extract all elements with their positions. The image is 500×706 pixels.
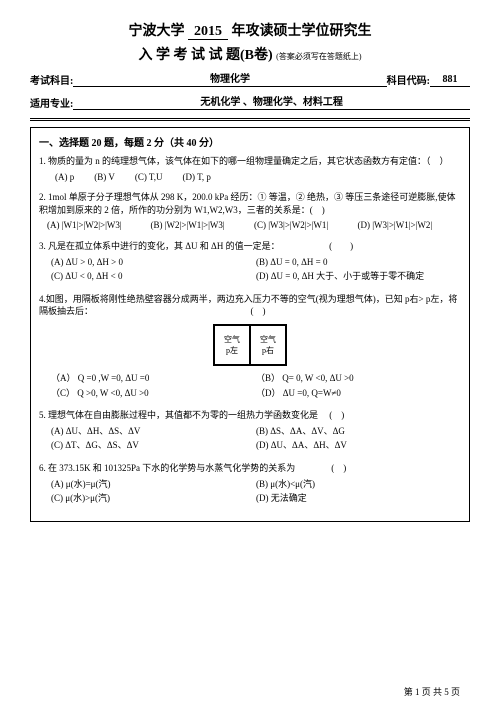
exam-header: 宁波大学 2015 年攻读硕士学位研究生 入 学 考 试 试 题(B卷) (答案… [30, 20, 470, 64]
q1-opt-c: (C) T,U [135, 171, 163, 184]
q1-opt-b: (B) V [94, 171, 115, 184]
q4-diagram: 空气 p左 空气 p右 [39, 324, 461, 366]
question-3: 3. 凡是在孤立体系中进行的变化，其 ΔU 和 ΔH 的值一定是： ( ) (A… [39, 240, 461, 285]
title-line-1: 宁波大学 2015 年攻读硕士学位研究生 [30, 20, 470, 40]
exam-year: 2015 [188, 24, 228, 40]
q3-opt-c: (C) ΔU < 0, ΔH < 0 [51, 270, 256, 283]
subject-label: 考试科目: [30, 72, 73, 87]
section-title: 一、选择题 20 题，每题 2 分（共 40 分） [39, 134, 461, 149]
q3-opt-d: (D) ΔU = 0, ΔH 大于、小于或等于零不确定 [256, 270, 461, 283]
q5-opt-d: (D) ΔU、ΔA、ΔH、ΔV [256, 439, 461, 452]
q3-options: (A) ΔU > 0, ΔH > 0 (B) ΔU = 0, ΔH = 0 (C… [39, 256, 461, 285]
question-4: 4.如图，用隔板将刚性绝热壁容器分成两半，两边充入压力不等的空气(视为理想气体)… [39, 293, 461, 401]
q4-opt-a: （A） Q =0 ,W =0, ΔU =0 [51, 372, 256, 385]
q6-opt-b: (B) μ(水)<μ(汽) [256, 478, 461, 491]
q6-opt-a: (A) μ(水)=μ(汽) [51, 478, 256, 491]
university-name: 宁波大学 [129, 24, 185, 39]
title-suffix: 年攻读硕士学位研究生 [232, 24, 372, 39]
subject-value: 物理化学 [73, 70, 386, 87]
q1-opt-d: (D) T, p [183, 171, 211, 184]
q6-options: (A) μ(水)=μ(汽) (B) μ(水)<μ(汽) (C) μ(水)>μ(汽… [39, 478, 461, 507]
q6-opt-d: (D) 无法确定 [256, 492, 461, 505]
left-gas-label: 空气 [224, 334, 240, 345]
divider [30, 118, 470, 121]
q3-text: 3. 凡是在孤立体系中进行的变化，其 ΔU 和 ΔH 的值一定是： ( ) [39, 240, 461, 253]
q5-opt-a: (A) ΔU、ΔH、ΔS、ΔV [51, 425, 256, 438]
q2-opt-d: (D) |W3|>|W1|>|W2| [358, 219, 462, 232]
q2-opt-b: (B) |W2|>|W1|>|W3| [151, 219, 255, 232]
q1-options: (A) p (B) V (C) T,U (D) T, p [39, 171, 461, 184]
q5-text: 5. 理想气体在自由膨胀过程中，其值都不为零的一组热力学函数变化是 ( ) [39, 409, 461, 422]
title-line-2: 入 学 考 试 试 题(B卷) (答案必须写在答题纸上) [30, 44, 470, 64]
q2-options: (A) |W1|>|W2|>|W3| (B) |W2|>|W1|>|W3| (C… [39, 219, 461, 232]
left-cell: 空气 p左 [215, 326, 249, 364]
question-1: 1. 物质的量为 n 的纯理想气体，该气体在如下的哪一组物理量确定之后，其它状态… [39, 155, 461, 183]
content-box: 一、选择题 20 题，每题 2 分（共 40 分） 1. 物质的量为 n 的纯理… [30, 127, 470, 522]
major-row: 适用专业: 无机化学 、物理化学、材料工程 [30, 93, 470, 110]
subject-row: 考试科目: 物理化学 科目代码: 881 [30, 70, 470, 87]
left-pressure-label: p左 [226, 345, 238, 356]
code-label: 科目代码: [387, 72, 430, 87]
q5-opt-c: (C) ΔT、ΔG、ΔS、ΔV [51, 439, 256, 452]
q6-text: 6. 在 373.15K 和 101325Pa 下水的化学势与水蒸气化学势的关系… [39, 462, 461, 475]
q4-opt-b: （B） Q= 0, W <0, ΔU >0 [256, 372, 461, 385]
q2-opt-a: (A) |W1|>|W2|>|W3| [47, 219, 151, 232]
q4-text: 4.如图，用隔板将刚性绝热壁容器分成两半，两边充入压力不等的空气(视为理想气体)… [39, 293, 461, 318]
q4-opt-c: （C） Q >0, W <0, ΔU >0 [51, 387, 256, 400]
q5-options: (A) ΔU、ΔH、ΔS、ΔV (B) ΔS、ΔA、ΔV、ΔG (C) ΔT、Δ… [39, 425, 461, 454]
right-pressure-label: p右 [262, 345, 274, 356]
question-5: 5. 理想气体在自由膨胀过程中，其值都不为零的一组热力学函数变化是 ( ) (A… [39, 409, 461, 454]
container-box: 空气 p左 空气 p右 [213, 324, 287, 366]
q1-opt-a: (A) p [55, 171, 74, 184]
right-cell: 空气 p右 [251, 326, 285, 364]
question-2: 2. 1mol 单原子分子理想气体从 298 K，200.0 kPa 经历：① … [39, 191, 461, 232]
q3-opt-a: (A) ΔU > 0, ΔH > 0 [51, 256, 256, 269]
code-value: 881 [430, 74, 470, 87]
q4-opt-d: （D） ΔU =0, Q=W≠0 [256, 387, 461, 400]
q2-opt-c: (C) |W3|>|W2|>|W1| [254, 219, 358, 232]
q4-options: （A） Q =0 ,W =0, ΔU =0 （B） Q= 0, W <0, ΔU… [39, 372, 461, 401]
major-value: 无机化学 、物理化学、材料工程 [73, 93, 470, 110]
exam-title: 入 学 考 试 试 题(B卷) [139, 48, 273, 63]
question-6: 6. 在 373.15K 和 101325Pa 下水的化学势与水蒸气化学势的关系… [39, 462, 461, 507]
q3-opt-b: (B) ΔU = 0, ΔH = 0 [256, 256, 461, 269]
right-gas-label: 空气 [260, 334, 276, 345]
q5-opt-b: (B) ΔS、ΔA、ΔV、ΔG [256, 425, 461, 438]
q2-text: 2. 1mol 单原子分子理想气体从 298 K，200.0 kPa 经历：① … [39, 191, 461, 216]
answer-note: (答案必须写在答题纸上) [276, 52, 361, 61]
page-footer: 第 1 页 共 5 页 [404, 685, 460, 698]
q6-opt-c: (C) μ(水)>μ(汽) [51, 492, 256, 505]
q1-text: 1. 物质的量为 n 的纯理想气体，该气体在如下的哪一组物理量确定之后，其它状态… [39, 155, 461, 168]
major-label: 适用专业: [30, 95, 73, 110]
